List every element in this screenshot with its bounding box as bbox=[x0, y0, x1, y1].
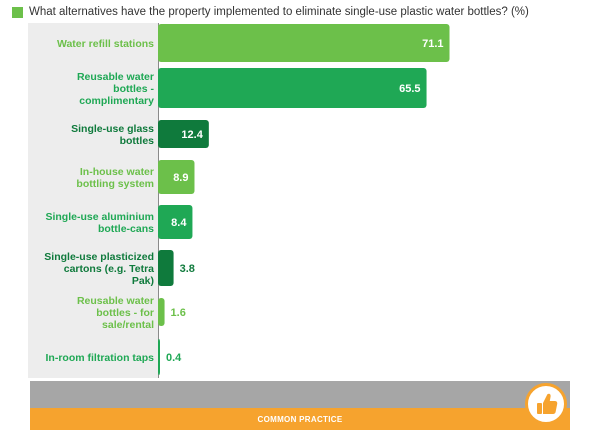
chart-title: What alternatives have the property impl… bbox=[29, 6, 529, 18]
chart-title-row: What alternatives have the property impl… bbox=[12, 2, 598, 22]
value-label: 71.1 bbox=[422, 38, 443, 50]
legend-swatch bbox=[12, 6, 23, 18]
category-label: Water refill stations bbox=[57, 38, 154, 50]
bar bbox=[158, 250, 174, 286]
footer-label: COMMON PRACTICE bbox=[257, 414, 343, 424]
value-label: 12.4 bbox=[181, 129, 203, 141]
category-label: Reusable water bottles -complimentary bbox=[77, 71, 155, 107]
value-label: 3.8 bbox=[180, 263, 195, 275]
y-axis-line bbox=[158, 23, 159, 378]
footer-grey-band bbox=[30, 381, 570, 408]
value-label: 8.9 bbox=[173, 172, 188, 184]
bar bbox=[158, 24, 450, 62]
bar bbox=[158, 205, 193, 239]
bar bbox=[158, 160, 195, 194]
thumbs-up-icon bbox=[525, 383, 567, 425]
bar bbox=[158, 298, 165, 326]
value-label: 1.6 bbox=[171, 307, 186, 319]
category-label: In-house water bottling system bbox=[76, 166, 154, 190]
category-label: In-room filtration taps bbox=[46, 352, 155, 364]
category-label-panel bbox=[28, 23, 158, 378]
bar-chart: 71.1 Water refill stations 65.5 Reusable wa… bbox=[44, 24, 450, 375]
bar bbox=[158, 339, 160, 375]
category-label: Single-use aluminium bottle-cans bbox=[45, 211, 154, 235]
category-label: Single-use plasticized cartons (e.g. Tetr… bbox=[44, 251, 154, 287]
value-label: 8.4 bbox=[171, 217, 187, 229]
category-label: Single-use glass bottles bbox=[71, 123, 154, 147]
value-label: 65.5 bbox=[399, 83, 420, 95]
bar bbox=[158, 120, 209, 148]
footer-band: COMMON PRACTICE bbox=[30, 408, 570, 430]
category-label: Reusable water bottles - for sale/rental bbox=[77, 295, 154, 331]
value-label: 0.4 bbox=[166, 352, 182, 364]
bar bbox=[158, 68, 427, 108]
